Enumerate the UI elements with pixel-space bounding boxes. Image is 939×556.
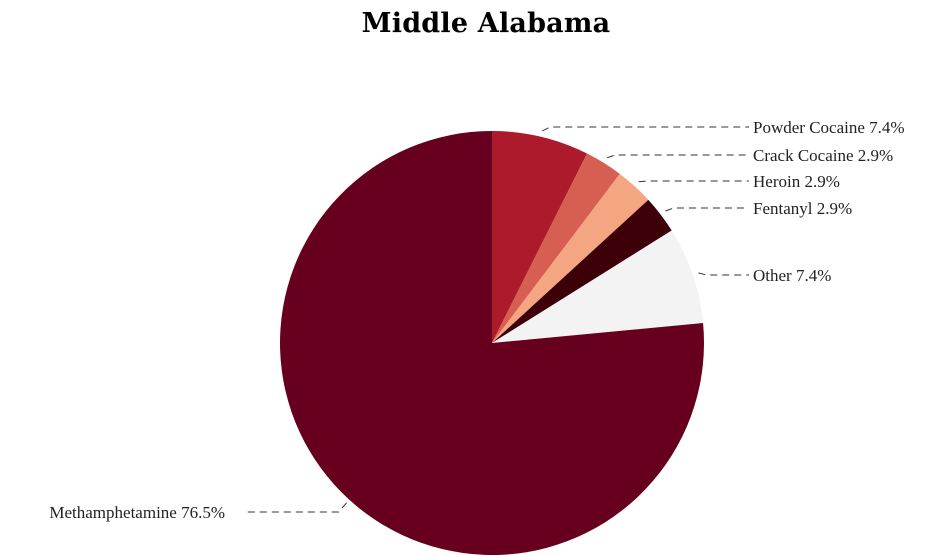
pie-slice-crack-cocaine [492, 153, 620, 343]
pie-slice-methamphetamine [280, 131, 705, 555]
leader-line-other [698, 272, 749, 276]
pie-slice-fentanyl [492, 199, 672, 343]
slice-label-fentanyl: Fentanyl 2.9% [753, 199, 852, 218]
pie-slice-powder-cocaine [492, 131, 588, 343]
pie-slice-heroin [492, 173, 649, 343]
leader-line-heroin [638, 180, 749, 183]
leader-lines [245, 126, 749, 513]
slice-labels: Powder Cocaine 7.4% Crack Cocaine 2.9% Her… [49, 118, 904, 522]
slice-label-methamphetamine: Methamphetamine 76.5% [49, 503, 225, 522]
slice-label-heroin: Heroin 2.9% [753, 172, 840, 191]
slice-label-powder-cocaine: Powder Cocaine 7.4% [753, 118, 905, 137]
pie-slices [280, 131, 705, 555]
slice-label-other: Other 7.4% [753, 266, 831, 285]
chart-title: Middle Alabama [361, 8, 611, 39]
slice-label-crack-cocaine: Crack Cocaine 2.9% [753, 146, 893, 165]
leader-line-methamphetamine [245, 502, 347, 513]
leader-line-powder-cocaine [541, 126, 749, 132]
leader-line-crack-cocaine [606, 154, 749, 159]
pie-slice-other [492, 230, 704, 343]
leader-line-fentanyl [665, 207, 749, 212]
